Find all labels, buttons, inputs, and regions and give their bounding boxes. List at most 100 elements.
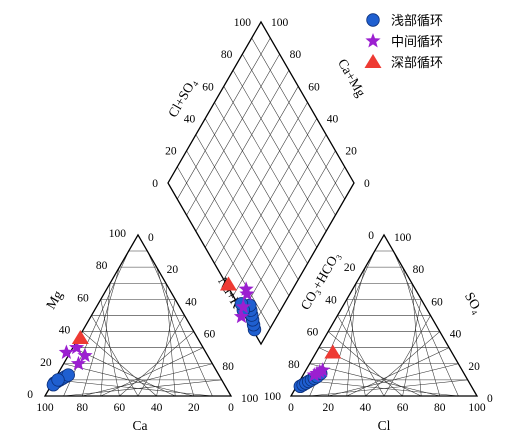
tick-label-mg: 20	[40, 357, 52, 369]
point-cation-star	[77, 347, 93, 363]
legend-marker-star	[365, 33, 381, 48]
legend-item-middle: 中间循环	[365, 33, 443, 50]
tick-label-na-k: 40	[185, 296, 197, 308]
point-diamond-triangle	[219, 276, 237, 291]
axis-title-cl: Cl	[378, 418, 391, 433]
tick-label-ca: 80	[76, 402, 88, 414]
cation-triangle-grid-r	[82, 331, 157, 397]
diamond-grid-b	[232, 70, 327, 232]
diamond-grid-b	[251, 37, 345, 200]
cation-triangle-grid-r	[63, 363, 194, 397]
tick-label-cl-so4: 80	[221, 49, 233, 61]
tick-label-mg: 60	[77, 292, 89, 304]
point-anion-triangle	[324, 344, 342, 359]
cation-triangle-grid-l	[165, 283, 176, 397]
tick-label-co3-hco3: 20	[344, 262, 356, 274]
point-anion-star	[309, 365, 325, 380]
diamond-grid-b	[214, 102, 308, 264]
tick-label-so4: 40	[450, 329, 462, 341]
tick-label-mg: 80	[96, 260, 108, 272]
anion-triangle-grid-l	[402, 299, 422, 397]
legend-label-middle: 中间循环	[391, 35, 443, 50]
cation-triangle-grid-l	[137, 315, 185, 397]
diamond-grid-a	[195, 70, 290, 232]
cation-triangle-grid-l	[147, 250, 213, 397]
legend-item-shallow: 浅部循环	[366, 13, 443, 29]
point-diamond-star	[239, 286, 255, 301]
diamond-grid-a	[204, 86, 299, 248]
tick-label-co3-hco3: 100	[264, 391, 282, 403]
cation-triangle-frame	[43, 233, 233, 397]
tick-label-cl: 60	[397, 402, 409, 414]
point-cation-star	[58, 344, 74, 359]
tick-label-na-k: 0	[148, 232, 154, 244]
tick-label-ca-mg: 80	[290, 49, 302, 61]
point-diamond-star	[238, 281, 254, 296]
grid-layer	[54, 37, 468, 397]
anion-triangle-grid-r	[309, 363, 440, 397]
tick-label-ca: 60	[114, 402, 126, 414]
tick-label-cl: 20	[322, 402, 334, 414]
point-diamond-star	[233, 308, 250, 324]
tick-label-ca: 20	[188, 402, 200, 414]
point-cation-star	[69, 339, 85, 355]
legend-label-deep: 深部循环	[391, 56, 443, 71]
tick-label-co3-hco3: 80	[288, 359, 300, 371]
diamond-frame	[167, 20, 355, 346]
axis-title-mg: Mg	[43, 288, 65, 312]
tick-label-cl: 100	[468, 402, 486, 414]
tick-label-ca: 40	[151, 402, 163, 414]
point-cation-star	[70, 355, 87, 371]
anion-triangle-grid-r	[300, 379, 459, 397]
tick-label-so4: 60	[431, 296, 443, 308]
anion-triangle-frame	[289, 233, 479, 397]
tick-label-na-k: 80	[222, 361, 234, 373]
legend-marker-triangle-icon	[364, 54, 382, 68]
legend-item-deep: 深部循环	[364, 54, 443, 71]
point-cation-circle	[51, 373, 65, 387]
diamond-grid-a	[186, 53, 280, 216]
tick-label-mg: 100	[109, 228, 127, 240]
anion-triangle-grid-r	[337, 315, 385, 397]
diamond-grid-b	[242, 53, 336, 216]
tick-label-ca-mg: 100	[271, 17, 289, 29]
axis-title-ca: Ca	[133, 418, 148, 433]
tick-label-na-k: 20	[167, 264, 179, 276]
tick-label-ca: 100	[36, 402, 54, 414]
tick-label-ca: 0	[228, 402, 234, 414]
cation-triangle-grid-r	[72, 347, 176, 397]
cation-triangle-grid-l	[156, 267, 195, 397]
tick-label-ca-mg: 40	[327, 114, 339, 126]
diamond-grid-b	[223, 86, 318, 248]
point-cation-triangle	[71, 330, 89, 345]
anion-triangle-grid-l	[393, 250, 459, 397]
tick-label-ca-mg: 20	[345, 146, 357, 158]
tick-label-so4: 80	[413, 264, 425, 276]
legend-marker-circle-icon	[366, 13, 380, 27]
tick-label-so4: 20	[468, 361, 480, 373]
tick-label-cl-so4: 40	[184, 114, 196, 126]
tick-label-co3-hco3: 60	[307, 327, 319, 339]
legend-marker-triangle	[364, 54, 382, 68]
legend-marker-circle	[366, 13, 380, 27]
legend-marker-star-icon	[365, 33, 381, 48]
tick-label-na-k: 100	[241, 393, 259, 405]
legend-label-shallow: 浅部循环	[391, 14, 443, 29]
tick-label-cl-so4: 60	[202, 81, 214, 93]
axis-title-ca-mg: Ca+Mg	[335, 56, 369, 100]
tick-label-mg: 0	[27, 389, 33, 401]
tick-label-mg: 40	[59, 325, 71, 337]
tick-label-cl-so4: 20	[165, 146, 177, 158]
cation-triangle-grid-r	[91, 315, 139, 397]
tick-label-cl: 0	[288, 402, 294, 414]
tick-label-co3-hco3: 40	[325, 294, 337, 306]
tick-label-so4: 0	[487, 393, 493, 405]
anion-triangle-grid-r	[328, 331, 403, 397]
legend: 浅部循环 中间循环 深部循环	[364, 13, 443, 71]
cation-triangle-grid-l	[156, 299, 176, 397]
anion-triangle-grid-l	[383, 315, 431, 397]
tick-label-cl-so4: 100	[234, 17, 252, 29]
axis-title-so4: SO₄	[462, 289, 486, 316]
